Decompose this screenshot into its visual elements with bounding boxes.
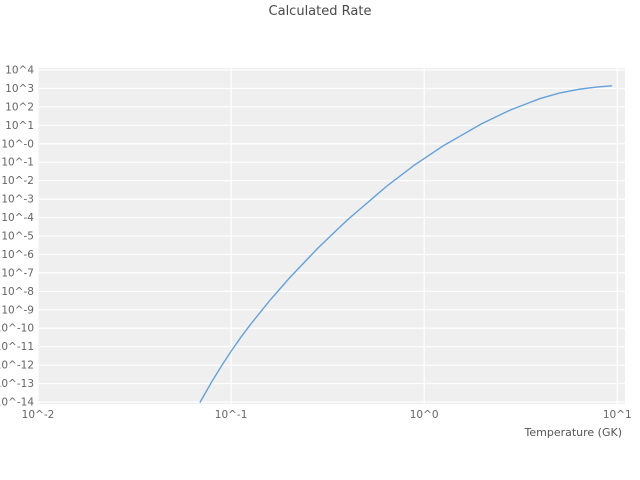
rate-curve xyxy=(199,85,613,403)
y-tick-label: 10^-13 xyxy=(0,378,34,390)
y-tick-label: 10^1 xyxy=(5,120,34,132)
y-tick-label: 10^-3 xyxy=(1,194,34,206)
y-tick-label: 10^-4 xyxy=(1,212,34,224)
y-tick-label: 10^-7 xyxy=(1,267,34,279)
x-tick-label: 10^-2 xyxy=(22,409,55,421)
y-tick-label: 10^-9 xyxy=(1,304,34,316)
y-tick-label: 10^-10 xyxy=(0,323,34,335)
y-tick-label: 10^-14 xyxy=(0,397,34,409)
x-axis-label: Temperature (GK) xyxy=(524,426,623,439)
x-tick-label: 10^-1 xyxy=(215,409,248,421)
x-tick-label: 10^1 xyxy=(603,409,632,421)
y-tick-label: 10^2 xyxy=(5,101,34,113)
y-tick-label: 10^3 xyxy=(5,83,34,95)
y-tick-label: 10^-2 xyxy=(1,175,34,187)
y-tick-label: 10^-12 xyxy=(0,360,34,372)
y-tick-label: 10^-6 xyxy=(1,249,34,261)
chart-title: Calculated Rate xyxy=(268,4,372,19)
y-tick-label: 10^-5 xyxy=(1,231,34,243)
y-tick-label: 10^-11 xyxy=(0,341,34,353)
y-tick-label: 10^-1 xyxy=(1,157,34,169)
y-tick-label: 10^-8 xyxy=(1,286,34,298)
x-tick-label: 10^0 xyxy=(410,409,439,421)
y-tick-label: 10^4 xyxy=(5,65,34,77)
y-tick-label: 10^-0 xyxy=(1,138,34,150)
